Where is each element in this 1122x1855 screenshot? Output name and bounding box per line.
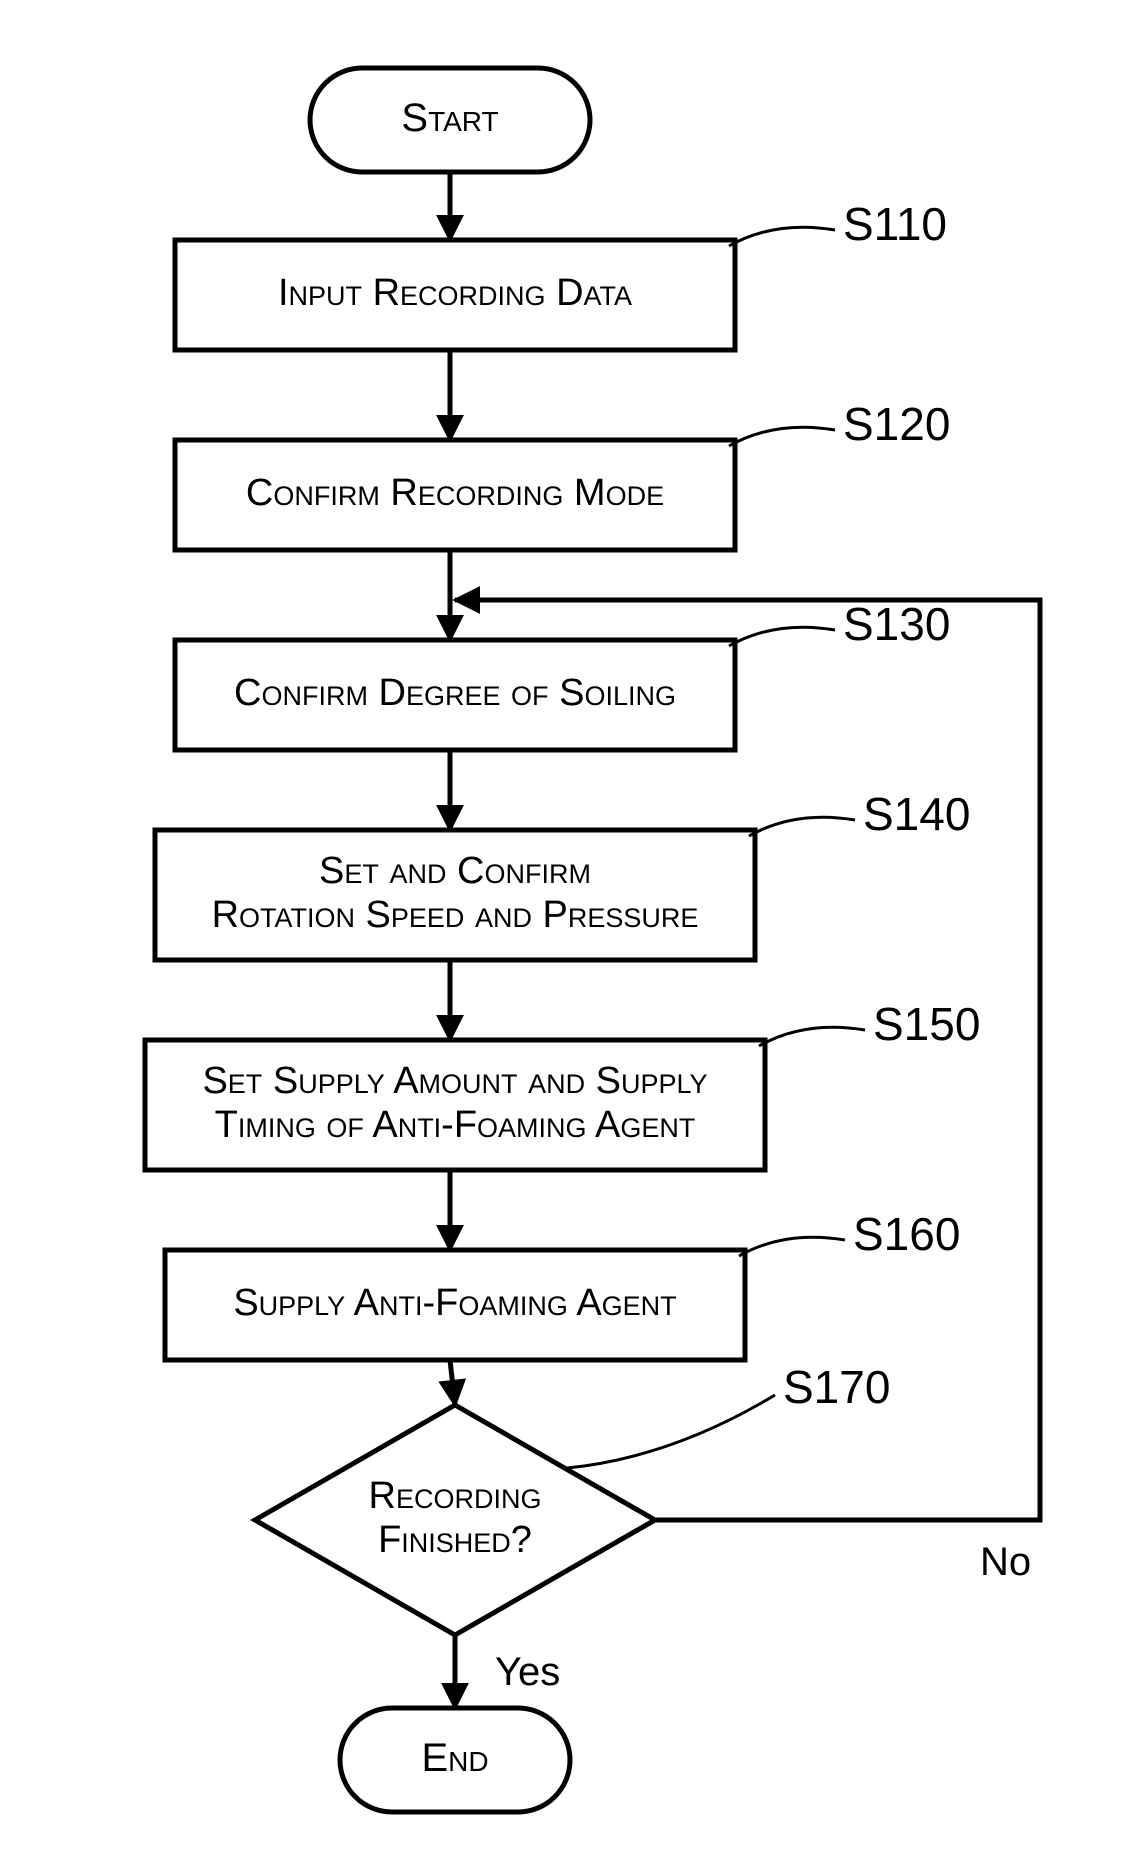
svg-text:Input Recording Data: Input Recording Data bbox=[278, 272, 632, 314]
step-label: S110 bbox=[843, 198, 947, 250]
step-label: S120 bbox=[843, 398, 950, 450]
step-leader bbox=[565, 1395, 775, 1468]
svg-text:RecordingFinished?: RecordingFinished? bbox=[369, 1475, 542, 1561]
step-leader bbox=[729, 427, 835, 446]
svg-text:End: End bbox=[421, 1736, 488, 1780]
svg-text:Set Supply Amount and SupplyTi: Set Supply Amount and SupplyTiming of An… bbox=[202, 1060, 707, 1146]
branch-yes-label: Yes bbox=[495, 1650, 560, 1694]
step-leader bbox=[729, 227, 835, 246]
step-leader bbox=[739, 1237, 845, 1256]
step-label: S130 bbox=[843, 598, 950, 650]
step-label: S160 bbox=[853, 1208, 960, 1260]
step-leader bbox=[749, 817, 855, 836]
flowchart: Start Input Recording Data S110 Confirm Rec… bbox=[0, 0, 1122, 1855]
branch-no-label: No bbox=[980, 1540, 1031, 1584]
svg-text:Confirm Recording Mode: Confirm Recording Mode bbox=[246, 472, 664, 514]
step-label: S140 bbox=[863, 788, 970, 840]
step-leader bbox=[729, 627, 835, 646]
connector bbox=[450, 1360, 455, 1405]
svg-text:Start: Start bbox=[401, 96, 498, 140]
step-label: S150 bbox=[873, 998, 980, 1050]
step-label: S170 bbox=[783, 1361, 890, 1413]
svg-text:Confirm Degree of Soiling: Confirm Degree of Soiling bbox=[234, 672, 676, 714]
svg-text:Supply Anti-Foaming Agent: Supply Anti-Foaming Agent bbox=[233, 1282, 676, 1324]
step-leader bbox=[759, 1027, 865, 1046]
